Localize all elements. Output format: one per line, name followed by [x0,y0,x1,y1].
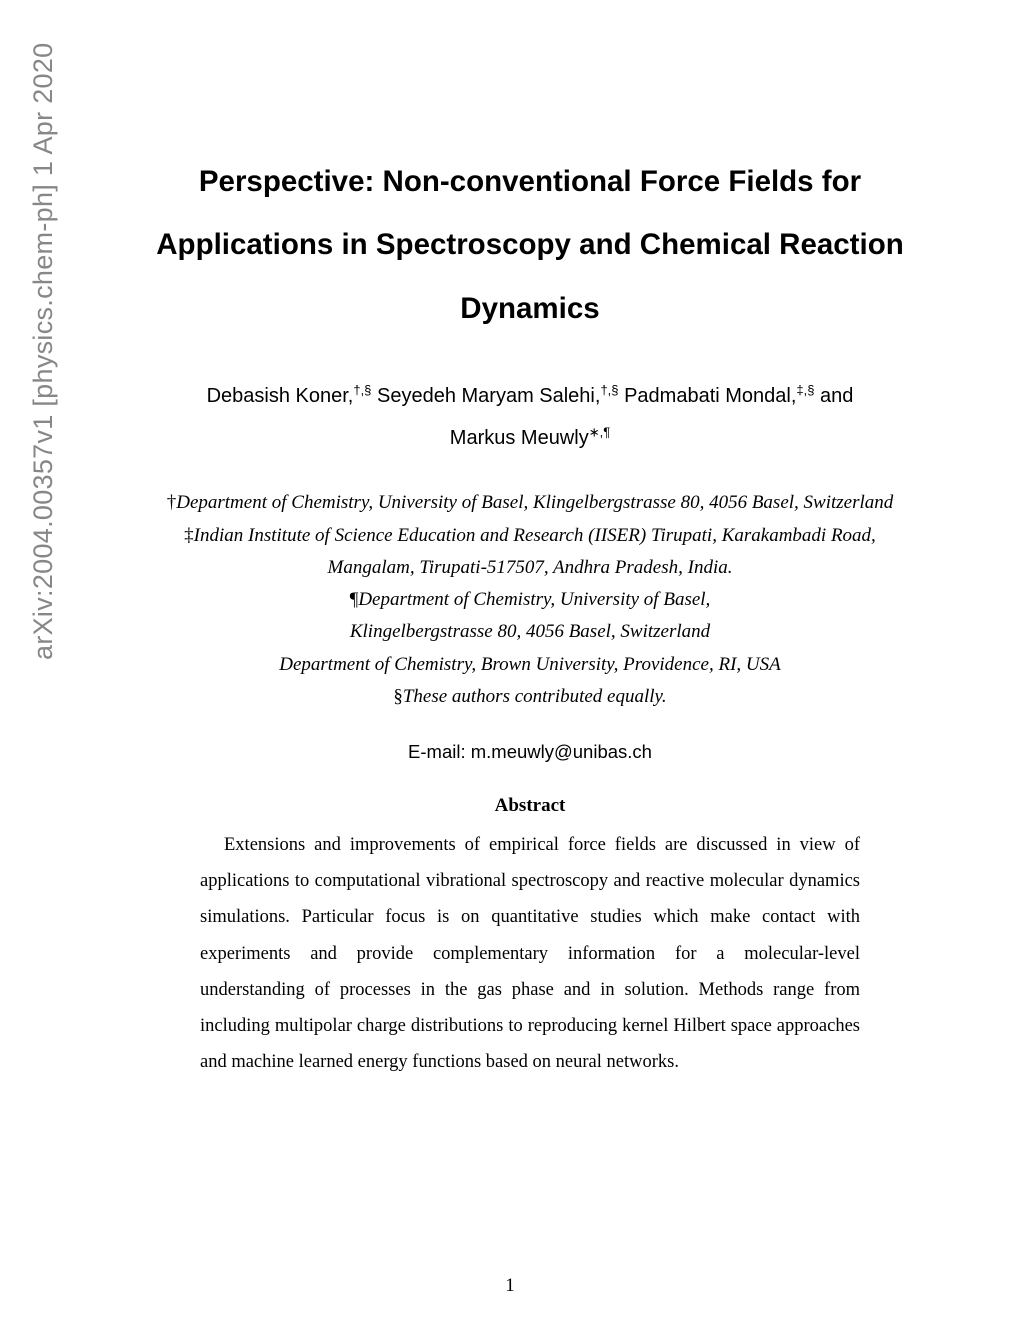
affil-text: These authors contributed equally. [403,686,667,707]
author-name: Seyedeh Maryam Salehi, [377,385,600,407]
abstract-body: Extensions and improvements of empirical… [200,827,860,1079]
page-number: 1 [0,1275,1020,1330]
author-affil-mark: ∗,¶ [589,425,611,440]
affil-text: Department of Chemistry, Brown Universit… [279,654,780,675]
author-affil-mark: †,§ [600,383,618,398]
author-list: Debasish Koner,†,§ Seyedeh Maryam Salehi… [150,375,910,459]
affiliations: †Department of Chemistry, University of … [150,487,910,713]
affil-text: Department of Chemistry, University of B… [358,589,710,610]
corresponding-email: E-mail: m.meuwly@unibas.ch [150,741,910,763]
email-address: m.meuwly@unibas.ch [471,741,652,762]
affil-text: Indian Institute of Science Education an… [194,525,876,578]
email-label: E-mail: [408,741,471,762]
page-content: Perspective: Non-conventional Force Fiel… [150,0,910,1080]
affil-symbol: † [167,492,177,513]
author-affil-mark: †,§ [353,383,371,398]
affil-text: Klingelbergstrasse 80, 4056 Basel, Switz… [350,621,710,642]
author-name: Markus Meuwly [450,427,589,449]
affil-text: Department of Chemistry, University of B… [176,492,893,513]
author-affil-mark: ‡,§ [796,383,814,398]
abstract-heading: Abstract [150,795,910,817]
author-name: Padmabati Mondal, [624,385,796,407]
paper-title: Perspective: Non-conventional Force Fiel… [150,150,910,340]
affil-symbol: ‡ [184,525,194,546]
arxiv-stamp: arXiv:2004.00357v1 [physics.chem-ph] 1 A… [28,43,59,660]
affil-symbol: § [393,686,403,707]
author-conj: and [820,385,853,407]
author-name: Debasish Koner, [207,385,354,407]
